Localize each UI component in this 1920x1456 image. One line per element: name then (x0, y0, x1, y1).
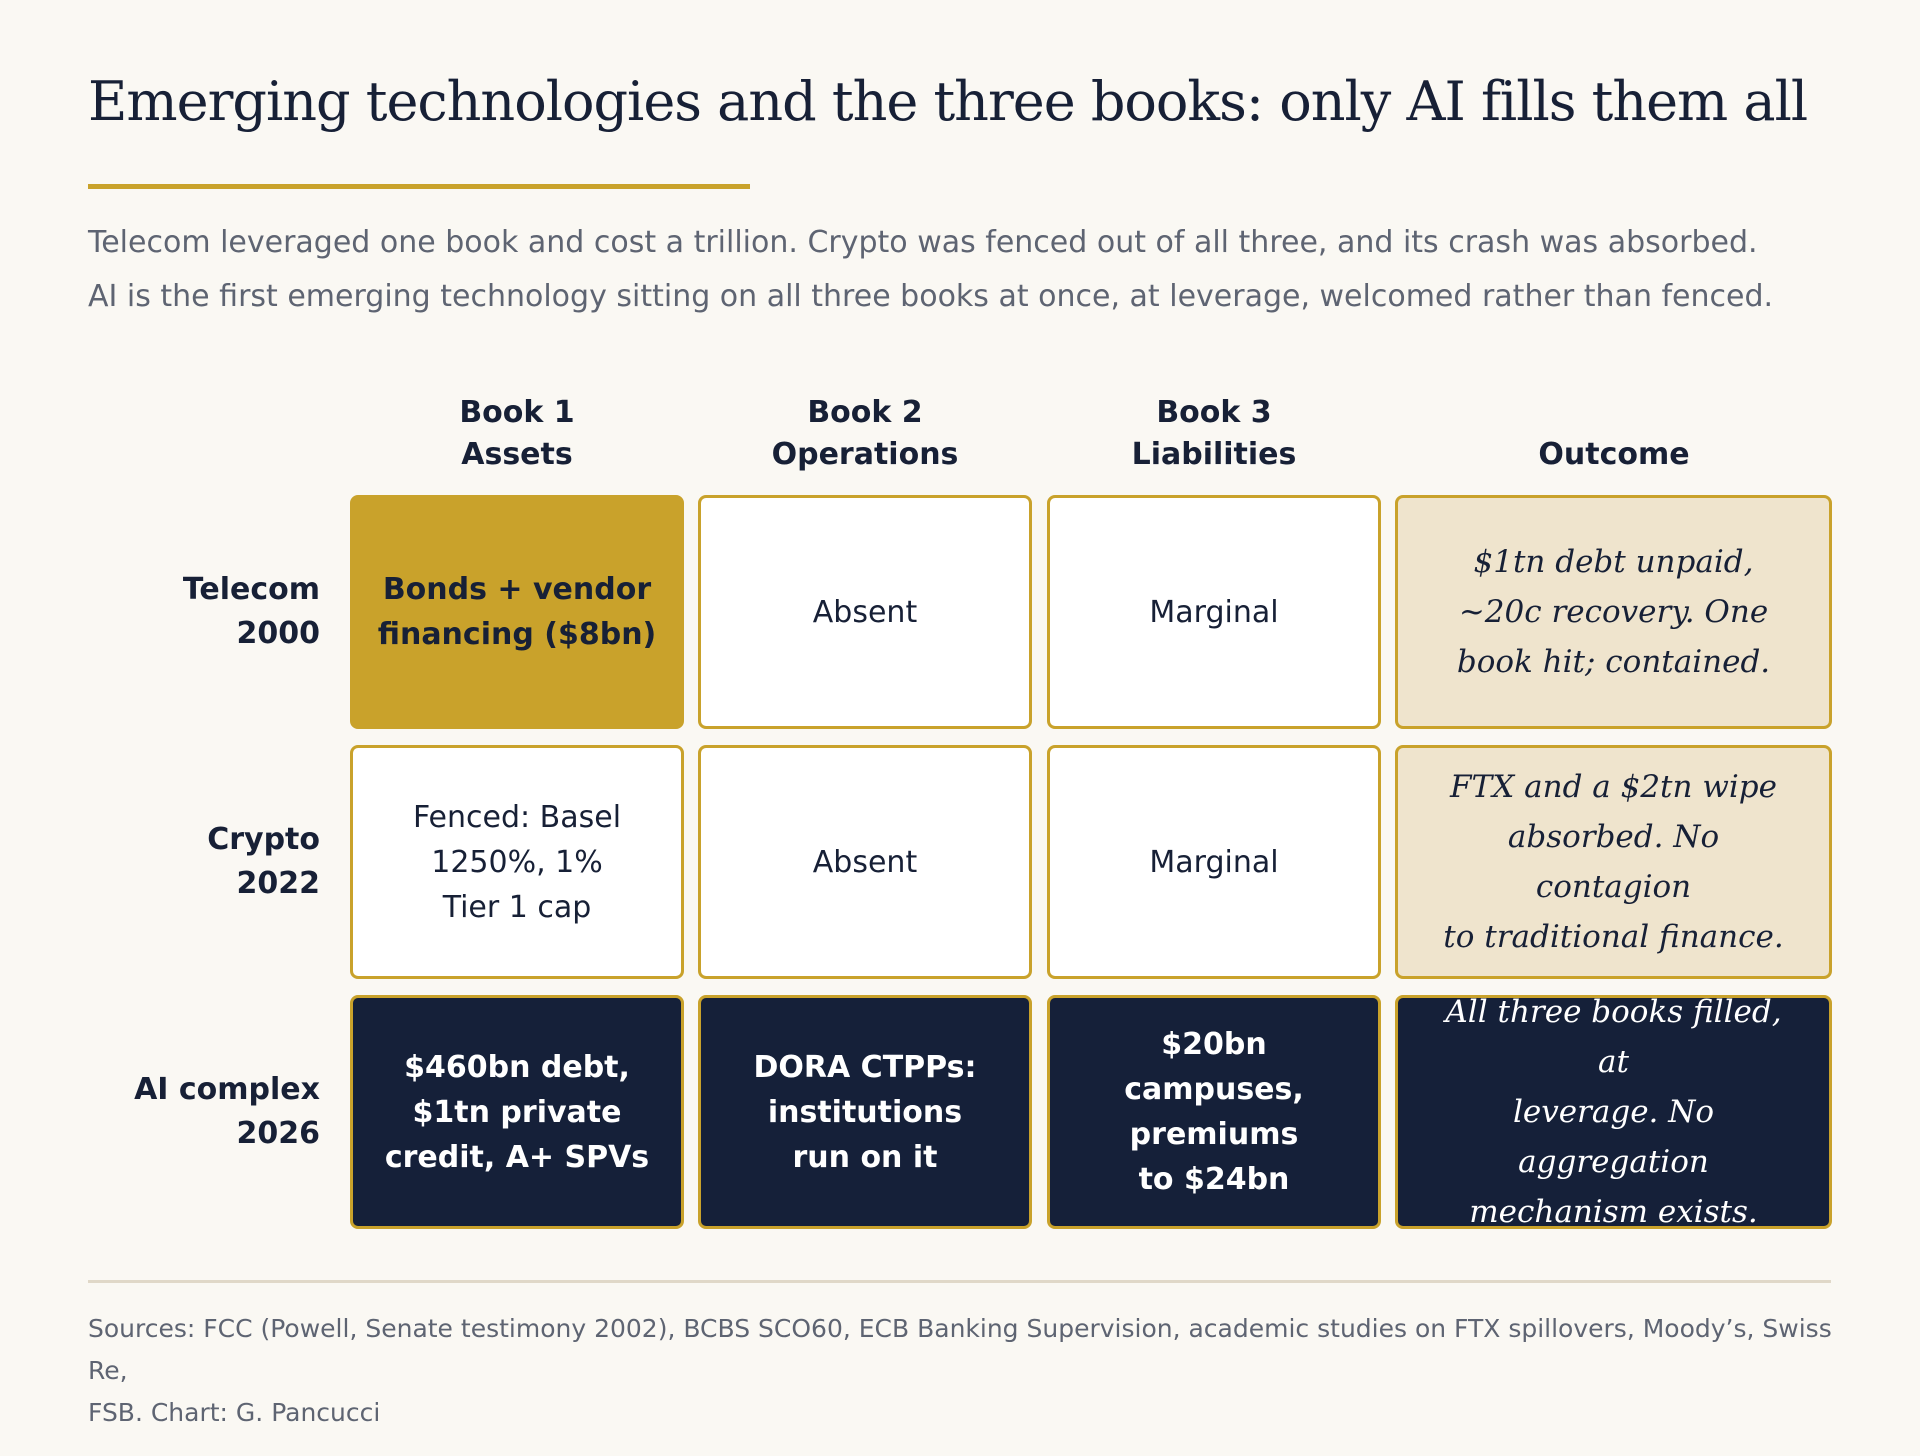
cell-text-line: $1tn private (412, 1094, 622, 1130)
column-header-outcome-label: Outcome (1538, 437, 1690, 472)
cell-text-line: 1250%, 1% (431, 844, 603, 880)
row-header-telecom: Telecom 2000 (60, 495, 320, 729)
cell-text-line: leverage. No aggregation (1512, 1094, 1715, 1180)
cell-text-line: Fenced: Basel (412, 799, 622, 835)
subtitle-line: Telecom leveraged one book and cost a tr… (88, 225, 1758, 260)
row-header-year: 2022 (236, 866, 321, 901)
row-header-name: Crypto (207, 822, 320, 857)
title-underline (88, 184, 750, 189)
cell-text-line: ~20c recovery. One (1458, 594, 1769, 630)
cell-telecom-liabilities: Marginal (1047, 495, 1381, 729)
cell-text-line: institutions (767, 1094, 963, 1130)
column-header-book-name: Assets (461, 437, 573, 472)
cell-text-line: absorbed. No contagion (1507, 819, 1720, 905)
cell-text-line: Absent (812, 594, 918, 630)
row-header-crypto: Crypto 2022 (60, 745, 320, 979)
sources-line: FSB. Chart: G. Pancucci (88, 1398, 381, 1427)
row-header-name: AI complex (134, 1072, 320, 1107)
cell-text-line: Marginal (1149, 844, 1279, 880)
column-header-book-1: Book 1 Assets (352, 380, 682, 476)
cell-text-line: Absent (812, 844, 918, 880)
subtitle-line: AI is the first emerging technology sitt… (88, 279, 1774, 314)
column-header-book-number: Book 1 (459, 395, 575, 430)
column-header-book-name: Operations (771, 437, 959, 472)
cell-text-line: $20bn campuses, (1124, 1027, 1304, 1107)
column-header-book-3: Book 3 Liabilities (1049, 380, 1379, 476)
footer-divider (88, 1280, 1831, 1283)
column-header-book-number: Book 3 (1156, 395, 1272, 430)
row-header-year: 2000 (236, 616, 321, 651)
cell-text-line: run on it (792, 1139, 938, 1175)
cell-ai-assets: $460bn debt, $1tn private credit, A+ SPV… (350, 995, 684, 1229)
cell-text-line: premiums (1129, 1117, 1299, 1152)
cell-telecom-assets: Bonds + vendor financing ($8bn) (350, 495, 684, 729)
cell-text-line: $1tn debt unpaid, (1473, 544, 1754, 580)
cell-crypto-operations: Absent (698, 745, 1032, 979)
subtitle: Telecom leveraged one book and cost a tr… (88, 216, 1888, 324)
cell-text-line: $460bn debt, (404, 1049, 630, 1085)
page-title: Emerging technologies and the three book… (88, 70, 1808, 133)
column-header-book-number: Book 2 (807, 395, 923, 430)
row-header-name: Telecom (182, 572, 320, 607)
cell-text-line: FTX and a $2tn wipe (1450, 769, 1777, 805)
row-header-year: 2026 (236, 1116, 321, 1151)
cell-crypto-assets: Fenced: Basel 1250%, 1% Tier 1 cap (350, 745, 684, 979)
cell-text-line: financing ($8bn) (377, 617, 657, 652)
sources-line: Sources: FCC (Powell, Senate testimony 2… (88, 1314, 1832, 1385)
column-header-outcome: Outcome (1397, 380, 1831, 476)
column-header-book-name: Liabilities (1131, 437, 1297, 472)
cell-ai-operations: DORA CTPPs: institutions run on it (698, 995, 1032, 1229)
cell-text-line: credit, A+ SPVs (384, 1139, 650, 1175)
cell-ai-outcome: All three books filled, at leverage. No … (1395, 994, 1832, 1230)
cell-crypto-outcome: FTX and a $2tn wipe absorbed. No contagi… (1395, 745, 1832, 979)
cell-telecom-outcome: $1tn debt unpaid, ~20c recovery. One boo… (1395, 495, 1832, 729)
cell-text-line: book hit; contained. (1456, 644, 1771, 680)
cell-text-line: Bonds + vendor (382, 572, 652, 607)
column-header-book-2: Book 2 Operations (700, 380, 1030, 476)
cell-ai-liabilities: $20bn campuses, premiums to $24bn (1047, 995, 1381, 1229)
row-header-ai-complex: AI complex 2026 (60, 995, 320, 1229)
cell-crypto-liabilities: Marginal (1047, 745, 1381, 979)
cell-text-line: Tier 1 cap (442, 889, 592, 925)
cell-text-line: All three books filled, at (1445, 994, 1782, 1080)
cell-text-line: to traditional finance. (1443, 919, 1784, 955)
cell-text-line: Marginal (1149, 594, 1279, 630)
cell-text-line: mechanism exists. (1469, 1194, 1758, 1230)
sources-note: Sources: FCC (Powell, Senate testimony 2… (88, 1308, 1833, 1434)
cell-telecom-operations: Absent (698, 495, 1032, 729)
cell-text-line: to $24bn (1138, 1162, 1290, 1197)
cell-text-line: DORA CTPPs: (753, 1049, 977, 1085)
